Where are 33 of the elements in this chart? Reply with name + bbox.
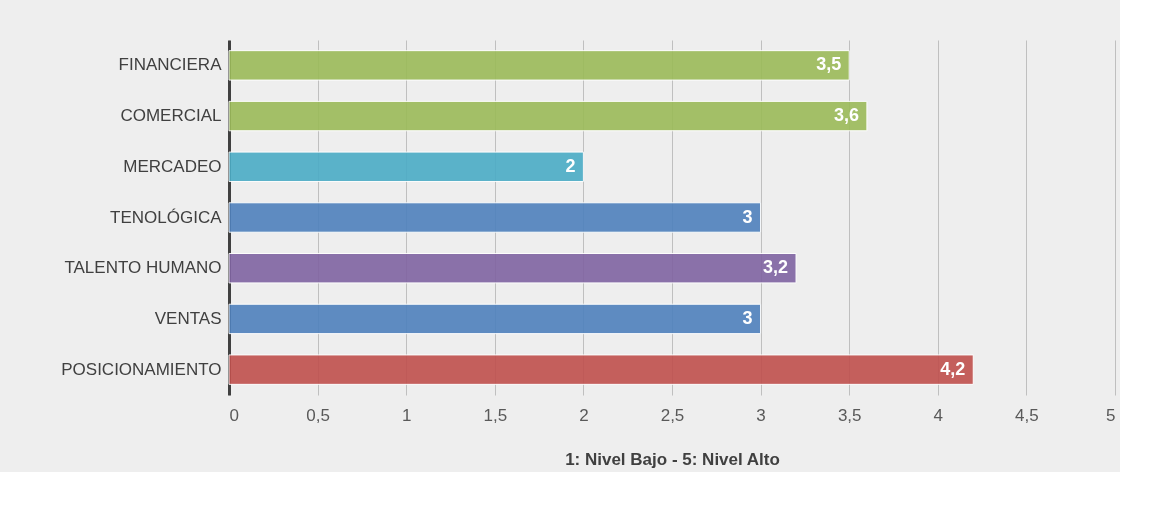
data-label: 4,2 <box>940 358 966 379</box>
data-label: 3 <box>742 307 753 328</box>
data-label: 3 <box>742 206 753 227</box>
bar <box>228 50 850 81</box>
y-tick-label: TENOLÓGICA <box>110 207 223 227</box>
x-tick-label: 1,5 <box>483 405 508 425</box>
x-tick-label: 2 <box>579 405 589 425</box>
x-tick-label: 5 <box>1106 405 1116 425</box>
data-label: 3,5 <box>816 54 842 75</box>
bar <box>228 100 868 132</box>
data-label: 3,6 <box>833 105 859 126</box>
x-axis-title: 1: Nivel Bajo - 5: Nivel Alto <box>565 449 780 469</box>
bar <box>228 151 584 182</box>
x-tick-label: 0 <box>229 405 239 425</box>
y-tick-label: COMERCIAL <box>120 106 222 126</box>
x-tick-label: 3 <box>756 405 766 425</box>
y-tick-label: TALENTO HUMANO <box>64 258 222 278</box>
bar <box>228 253 797 284</box>
x-tick-label: 3,5 <box>837 405 862 425</box>
x-tick-label: 0,5 <box>306 405 330 425</box>
y-tick-label: MERCADEO <box>123 156 222 176</box>
y-tick-label: FINANCIERA <box>118 55 223 75</box>
x-tick-label: 1 <box>401 405 412 425</box>
y-tick-label: POSICIONAMIENTO <box>61 359 222 379</box>
bar <box>228 202 762 233</box>
x-tick-label: 2,5 <box>660 405 685 425</box>
data-label: 3,2 <box>763 257 789 278</box>
data-label: 2 <box>565 155 576 176</box>
bar <box>228 303 762 335</box>
y-tick-label: VENTAS <box>154 308 222 328</box>
x-tick-label: 4,5 <box>1015 405 1039 425</box>
bar <box>228 354 974 385</box>
x-tick-label: 4 <box>933 405 944 425</box>
